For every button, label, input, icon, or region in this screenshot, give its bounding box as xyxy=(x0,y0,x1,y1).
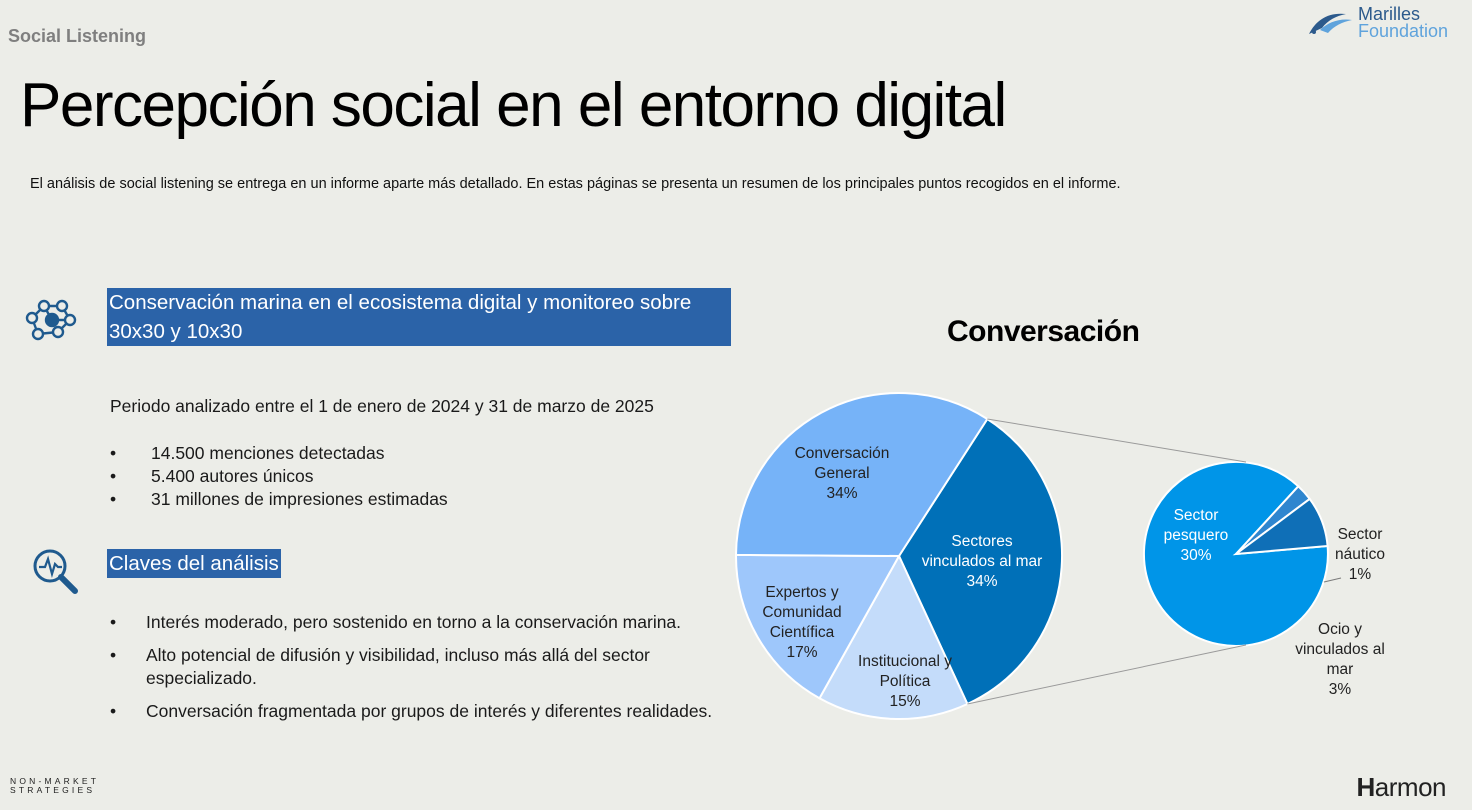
list-item: • Alto potencial de difusión y visibilida… xyxy=(110,645,650,688)
footer-harmon-logo: Harmon xyxy=(1356,772,1447,802)
detail-label-sector-pesquero: Sector pesquero 30% xyxy=(1164,507,1229,564)
network-people-icon xyxy=(22,294,80,351)
section-label: Social Listening xyxy=(8,26,147,46)
connector-line-bottom xyxy=(967,644,1247,705)
list-item: • 5.400 autores únicos xyxy=(110,466,314,486)
magnifier-analysis-icon xyxy=(30,547,82,604)
slice-label-sectores-vinculados-al-mar: Sectores vinculados al mar 34% xyxy=(922,533,1043,590)
footer-nonmarket-logo: NON-MARKET STRATEGIES xyxy=(10,776,100,795)
leader-line-nautico xyxy=(1323,577,1342,583)
logo-line1: Marilles xyxy=(1358,4,1421,24)
logo-line2: Foundation xyxy=(1358,21,1449,41)
period-text: Periodo analizado entre el 1 de enero de… xyxy=(110,396,654,416)
list-item: • 31 millones de impresiones estimadas xyxy=(110,489,448,509)
pie-slice-conversacion-general xyxy=(734,392,989,558)
list-item: • 14.500 menciones detectadas xyxy=(110,443,385,463)
pie-slice-expertos-y-comunidad-cientifica xyxy=(734,553,901,700)
detail-label-sector-nautico: Sector náutico 1% xyxy=(1335,526,1385,583)
page-title: Percepción social en el entorno digital xyxy=(20,71,1007,140)
list-item: • Conversación fragmentada por grupos de … xyxy=(110,701,713,721)
section-heading-claves: Claves del análisis xyxy=(107,549,281,578)
slice-label-institucional-y-politica: Institucional y Política 15% xyxy=(858,653,952,710)
intro-text: El análisis de social listening se entre… xyxy=(30,176,1121,192)
list-item: • Interés moderado, pero sostenido en tor… xyxy=(110,612,682,632)
chart-title: Conversación xyxy=(947,315,1140,348)
stats-list: • 14.500 menciones detectadas • 5.400 auto… xyxy=(110,442,448,511)
connector-line-top xyxy=(987,418,1247,463)
pie-slice-sectores-vinculados-al-mar xyxy=(897,417,1063,706)
keys-list: • Interés moderado, pero sostenido en tor… xyxy=(110,611,730,733)
pie-slice-institucional-y-politica xyxy=(818,553,969,721)
marilles-logo: Marilles Foundation xyxy=(1306,4,1466,40)
section-heading-conservacion: Conservación marina en el ecosistema dig… xyxy=(107,288,731,346)
wave-bird-icon xyxy=(1309,13,1352,34)
detail-slice-ocio-y-vinculados-al-mar xyxy=(1232,497,1329,556)
slice-label-conversacion-general: Conversación General 34% xyxy=(795,445,890,502)
slice-label-expertos-y-comunidad-cientifica: Expertos y Comunidad Científica 17% xyxy=(762,584,841,661)
detail-label-ocio-y-vinculados-al-mar: Ocio y vinculados al mar 3% xyxy=(1295,621,1385,698)
